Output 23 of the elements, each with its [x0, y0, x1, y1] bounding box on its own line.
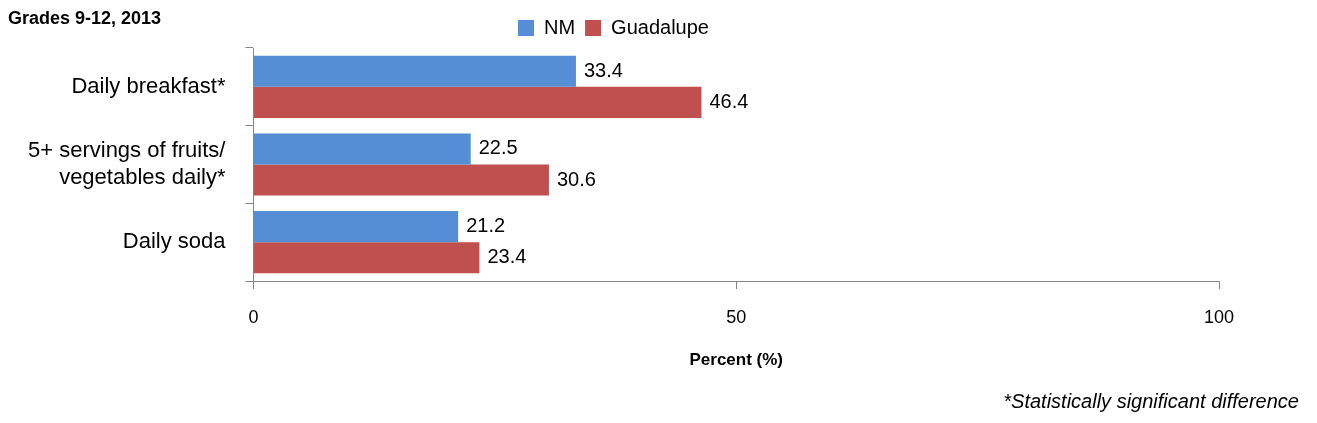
x-tick-label: 0 [248, 306, 259, 327]
legend-label: Guadalupe [611, 15, 709, 38]
data-label: 33.4 [583, 58, 623, 81]
bar [253, 164, 549, 196]
bar [253, 55, 576, 87]
bar [253, 242, 480, 274]
data-label: 21.2 [466, 214, 506, 237]
data-label: 23.4 [487, 245, 527, 268]
bar [253, 133, 471, 165]
text: *Statistically significant difference [1003, 390, 1299, 413]
text: Grades 9-12, 2013 [8, 8, 162, 29]
data-label: 30.6 [556, 167, 596, 190]
y-tick-label: Daily soda [122, 228, 227, 254]
bar [253, 86, 702, 118]
legend-label: NM [544, 15, 576, 38]
x-tick-label: 100 [1203, 306, 1235, 327]
y-tick-label: 5+ servings of fruits/ vegetables daily* [27, 137, 227, 189]
x-axis-title: Percent (%) [689, 350, 783, 370]
y-tick-label: Daily breakfast* [71, 72, 226, 98]
bar [253, 211, 459, 243]
data-label: 46.4 [709, 89, 749, 112]
x-tick-label: 50 [726, 306, 747, 327]
data-label: 22.5 [478, 136, 518, 159]
